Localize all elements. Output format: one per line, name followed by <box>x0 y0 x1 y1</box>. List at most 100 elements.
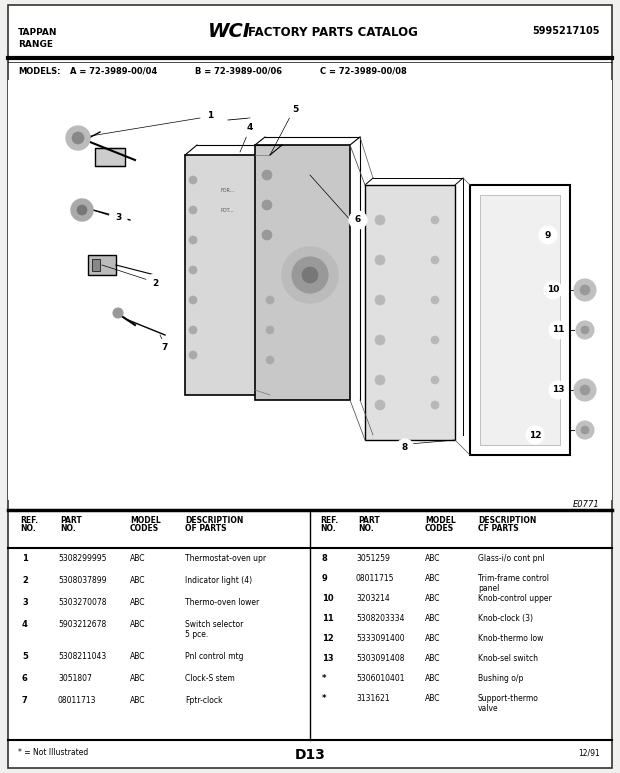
Circle shape <box>581 326 589 334</box>
Text: 9: 9 <box>322 574 328 583</box>
Text: 5995217105: 5995217105 <box>533 26 600 36</box>
Bar <box>365 185 455 440</box>
Text: 5903212678: 5903212678 <box>58 620 106 629</box>
Text: Thermostat-oven upr: Thermostat-oven upr <box>185 554 266 563</box>
Text: CF PARTS: CF PARTS <box>478 524 518 533</box>
Bar <box>8 80 612 500</box>
Text: NO.: NO. <box>320 524 336 533</box>
Circle shape <box>71 199 93 221</box>
Circle shape <box>146 274 164 292</box>
Circle shape <box>549 321 567 339</box>
Text: E0771: E0771 <box>574 500 600 509</box>
Text: *: * <box>322 694 327 703</box>
Text: 8: 8 <box>322 554 328 563</box>
Circle shape <box>77 205 87 215</box>
Text: 13: 13 <box>322 654 334 663</box>
Circle shape <box>375 215 385 225</box>
Text: ABC: ABC <box>425 634 440 643</box>
Text: Indicator light (4): Indicator light (4) <box>185 576 252 585</box>
Bar <box>480 195 560 445</box>
Circle shape <box>375 255 385 265</box>
Circle shape <box>266 356 274 364</box>
Text: ABC: ABC <box>130 620 146 629</box>
Bar <box>92 259 100 271</box>
Circle shape <box>156 339 174 357</box>
Text: 3131621: 3131621 <box>356 694 389 703</box>
Text: 12: 12 <box>529 431 541 440</box>
Text: 5308203334: 5308203334 <box>356 614 404 623</box>
Text: 3203214: 3203214 <box>356 594 390 603</box>
Circle shape <box>375 400 385 410</box>
Text: 5: 5 <box>22 652 28 661</box>
Circle shape <box>574 279 596 301</box>
Text: Fptr-clock: Fptr-clock <box>185 696 223 705</box>
Circle shape <box>375 375 385 385</box>
Text: ABC: ABC <box>425 674 440 683</box>
Bar <box>88 255 116 275</box>
Text: ABC: ABC <box>130 652 146 661</box>
Text: ABC: ABC <box>130 696 146 705</box>
Circle shape <box>201 106 219 124</box>
Text: POT...: POT... <box>221 207 234 213</box>
Text: 11: 11 <box>322 614 334 623</box>
Text: DESCRIPTION: DESCRIPTION <box>185 516 244 525</box>
Text: Clock-S stem: Clock-S stem <box>185 674 235 683</box>
Text: 2: 2 <box>152 278 158 288</box>
Text: 3: 3 <box>115 213 121 223</box>
Bar <box>95 148 125 166</box>
Text: Bushing o/p: Bushing o/p <box>478 674 523 683</box>
Circle shape <box>302 267 318 283</box>
Text: 8: 8 <box>402 444 408 452</box>
Text: ABC: ABC <box>130 598 146 607</box>
Circle shape <box>262 170 272 180</box>
Text: 3: 3 <box>22 598 28 607</box>
Text: Support-thermo: Support-thermo <box>478 694 539 703</box>
Text: C = 72-3989-00/08: C = 72-3989-00/08 <box>320 67 407 76</box>
Text: 08011713: 08011713 <box>58 696 97 705</box>
Text: MODEL: MODEL <box>130 516 161 525</box>
Circle shape <box>189 236 197 244</box>
Text: 5: 5 <box>292 105 298 114</box>
Text: 5303091408: 5303091408 <box>356 654 404 663</box>
Circle shape <box>431 376 439 384</box>
Text: ABC: ABC <box>130 674 146 683</box>
Text: 5 pce.: 5 pce. <box>185 630 208 639</box>
Text: CODES: CODES <box>425 524 454 533</box>
Text: 12: 12 <box>322 634 334 643</box>
Circle shape <box>576 421 594 439</box>
Text: 5306010401: 5306010401 <box>356 674 404 683</box>
Circle shape <box>431 216 439 224</box>
Text: TAPPAN: TAPPAN <box>18 28 58 37</box>
Circle shape <box>396 439 414 457</box>
Bar <box>470 185 570 455</box>
Text: 1: 1 <box>207 111 213 120</box>
Text: NO.: NO. <box>358 524 374 533</box>
Circle shape <box>189 206 197 214</box>
Text: Thermo-oven lower: Thermo-oven lower <box>185 598 259 607</box>
Text: 3051259: 3051259 <box>356 554 390 563</box>
Circle shape <box>375 335 385 345</box>
Text: 08011715: 08011715 <box>356 574 394 583</box>
Text: 11: 11 <box>552 325 564 335</box>
Text: 10: 10 <box>322 594 334 603</box>
Circle shape <box>539 226 557 244</box>
Text: 3051807: 3051807 <box>58 674 92 683</box>
Text: REF.: REF. <box>320 516 338 525</box>
Text: 7: 7 <box>162 343 168 352</box>
Text: NO.: NO. <box>20 524 36 533</box>
Text: panel: panel <box>478 584 499 593</box>
Text: PART: PART <box>60 516 82 525</box>
Circle shape <box>544 281 562 299</box>
Text: ABC: ABC <box>425 594 440 603</box>
Circle shape <box>580 285 590 295</box>
Text: ABC: ABC <box>130 576 146 585</box>
Text: * = Not Illustrated: * = Not Illustrated <box>18 748 88 757</box>
Text: 12/91: 12/91 <box>578 748 600 757</box>
Text: Glass-i/o cont pnl: Glass-i/o cont pnl <box>478 554 544 563</box>
Text: Knob-clock (3): Knob-clock (3) <box>478 614 533 623</box>
Text: DESCRIPTION: DESCRIPTION <box>478 516 536 525</box>
Circle shape <box>292 257 328 293</box>
Text: A = 72-3989-00/04: A = 72-3989-00/04 <box>70 67 157 76</box>
Text: MODELS:: MODELS: <box>18 67 61 76</box>
Circle shape <box>282 247 338 303</box>
